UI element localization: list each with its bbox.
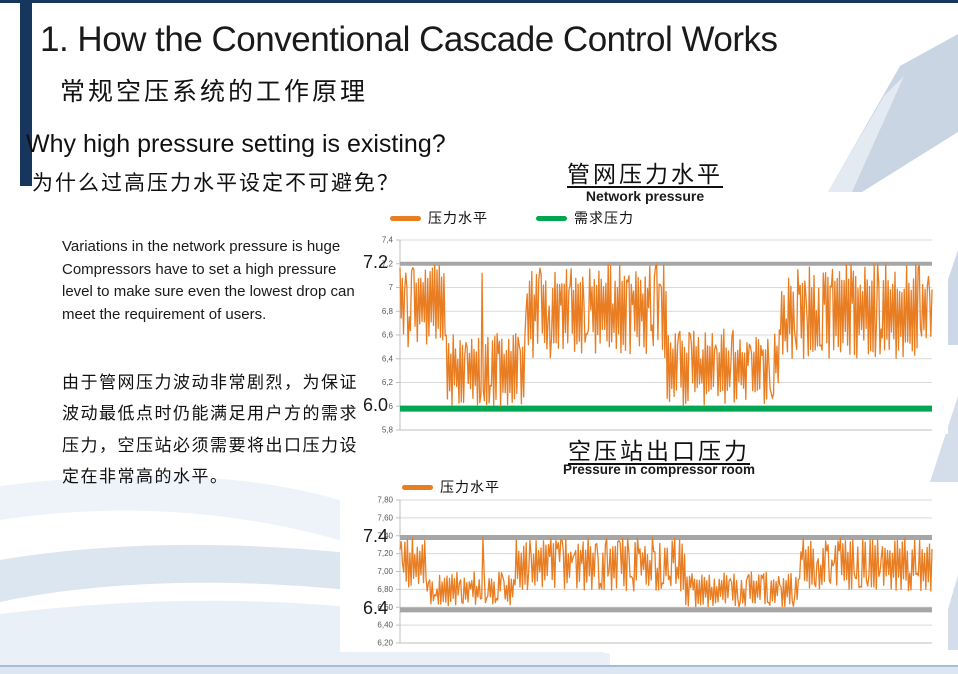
svg-text:7,80: 7,80 xyxy=(377,496,393,505)
slide-subtitle-chinese: 常规空压系统的工作原理 xyxy=(60,77,369,106)
pressure-level-swatch xyxy=(402,484,433,490)
chart1-legend: 压力水平 需求压力 xyxy=(390,208,634,228)
left-accent-stripe xyxy=(20,0,32,186)
swoosh-bottom-left-2 xyxy=(0,544,640,648)
chart2-title-english: Pressure in compressor room xyxy=(562,462,756,477)
chart1-plot: 7,4 7,2 7 6,8 6,6 6,4 6,2 6 5,8 xyxy=(382,236,933,435)
pressure-level-swatch xyxy=(390,215,421,221)
legend-label: 需求压力 xyxy=(574,211,634,227)
svg-text:6,2: 6,2 xyxy=(382,378,394,387)
body-paragraph-english: Variations in the network pressure is hu… xyxy=(62,238,355,323)
svg-text:6,6: 6,6 xyxy=(382,331,394,340)
legend-item-pressure-level: 压力水平 xyxy=(402,477,500,497)
chart2-lower-setpoint-label: 6.4 xyxy=(362,598,388,618)
swoosh-top-right-highlight xyxy=(828,76,904,192)
footer-accent-band xyxy=(0,665,958,674)
svg-text:5,8: 5,8 xyxy=(382,426,394,435)
legend-item-demand-pressure: 需求压力 xyxy=(536,208,634,228)
top-accent-bar xyxy=(0,0,958,3)
svg-text:7,2: 7,2 xyxy=(382,259,394,268)
svg-text:7,4: 7,4 xyxy=(382,236,394,245)
swoosh-bottom-left-1 xyxy=(0,475,352,544)
chart1-lower-setpoint-label: 6.0 xyxy=(362,395,388,415)
svg-text:6,8: 6,8 xyxy=(382,307,394,316)
swoosh-right-2 xyxy=(930,396,958,482)
svg-text:6,20: 6,20 xyxy=(377,639,393,648)
chart2-title-chinese: 空压站出口压力 xyxy=(568,439,750,465)
legend-item-pressure-level: 压力水平 xyxy=(390,208,488,228)
chart2-legend: 压力水平 xyxy=(402,477,500,497)
chart1-upper-setpoint-label: 7.2 xyxy=(362,252,388,272)
svg-text:6,80: 6,80 xyxy=(377,585,393,594)
chart2-compressor-room-pressure: 7,80 7,60 7,40 7,20 7,00 6,80 6,60 6,40 6,20 xyxy=(340,492,948,652)
svg-text:6,40: 6,40 xyxy=(377,621,393,630)
legend-label: 压力水平 xyxy=(440,480,500,496)
question-chinese: 为什么过高压力水平设定不可避免？ xyxy=(32,171,400,195)
chart1-title-english: Network pressure xyxy=(585,188,705,204)
svg-text:7,40: 7,40 xyxy=(377,531,393,540)
chart2-plot: 7,80 7,60 7,40 7,20 7,00 6,80 6,60 6,40 6,20 xyxy=(377,496,933,648)
slide-title: 1. How the Conventional Cascade Control … xyxy=(40,20,778,59)
demand-pressure-swatch xyxy=(536,215,567,221)
swoosh-bottom-left-3 xyxy=(0,600,610,674)
svg-text:7: 7 xyxy=(389,283,394,292)
chart1-network-pressure: 7,4 7,2 7 6,8 6,6 6,4 6,2 6 5,8 xyxy=(340,230,948,435)
legend-label: 压力水平 xyxy=(428,211,488,227)
question-english: Why high pressure setting is existing? xyxy=(26,130,446,158)
svg-text:7,20: 7,20 xyxy=(377,549,393,558)
chart2-upper-setpoint-label: 7.4 xyxy=(362,526,388,546)
svg-text:6,4: 6,4 xyxy=(382,354,394,363)
svg-text:7,60: 7,60 xyxy=(377,513,393,522)
chart1-title-chinese: 管网压力水平 xyxy=(567,162,723,188)
svg-text:6: 6 xyxy=(389,402,394,411)
svg-text:6,60: 6,60 xyxy=(377,603,393,612)
svg-text:7,00: 7,00 xyxy=(377,567,393,576)
body-paragraph-chinese: 由于管网压力波动非常剧烈，为保证波动最低点时仍能满足用户方的需求压力，空压站必须… xyxy=(62,373,358,488)
